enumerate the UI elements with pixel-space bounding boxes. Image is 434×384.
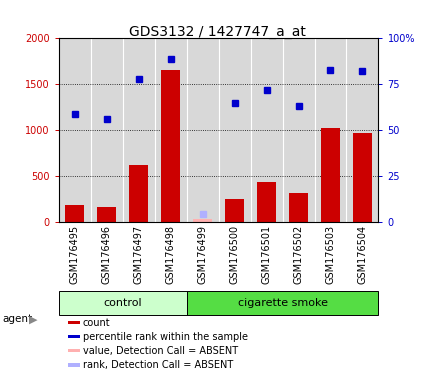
Bar [161, 70, 180, 222]
Text: ▶: ▶ [29, 314, 38, 324]
Bar [68, 362, 79, 366]
Text: GSM176495: GSM176495 [69, 225, 79, 285]
Text: percentile rank within the sample: percentile rank within the sample [82, 331, 247, 341]
Bar [68, 334, 79, 338]
Bar [65, 205, 84, 222]
Text: control: control [103, 298, 141, 308]
Text: GSM176501: GSM176501 [261, 225, 271, 285]
Bar [129, 165, 148, 222]
Bar [256, 182, 276, 222]
Text: GSM176496: GSM176496 [102, 225, 112, 284]
Bar [288, 193, 307, 222]
Bar [352, 132, 371, 222]
Text: agent: agent [2, 314, 32, 324]
Text: GSM176502: GSM176502 [293, 225, 303, 285]
Bar [68, 349, 79, 353]
Text: GSM176499: GSM176499 [197, 225, 207, 284]
Text: GSM176498: GSM176498 [165, 225, 175, 284]
Text: GSM176503: GSM176503 [325, 225, 335, 285]
Text: GSM176504: GSM176504 [357, 225, 367, 285]
Text: cigarette smoke: cigarette smoke [237, 298, 327, 308]
Text: rank, Detection Call = ABSENT: rank, Detection Call = ABSENT [82, 359, 233, 369]
Text: count: count [82, 318, 110, 328]
Bar [59, 291, 186, 315]
Bar [186, 291, 378, 315]
Text: GSM176497: GSM176497 [133, 225, 143, 285]
Text: GSM176500: GSM176500 [229, 225, 239, 285]
Bar [97, 207, 116, 222]
Bar [68, 321, 79, 324]
Bar [224, 199, 243, 222]
Bar [320, 128, 339, 222]
Bar [193, 219, 212, 222]
Text: value, Detection Call = ABSENT: value, Detection Call = ABSENT [82, 346, 237, 356]
Text: GDS3132 / 1427747_a_at: GDS3132 / 1427747_a_at [129, 25, 305, 39]
